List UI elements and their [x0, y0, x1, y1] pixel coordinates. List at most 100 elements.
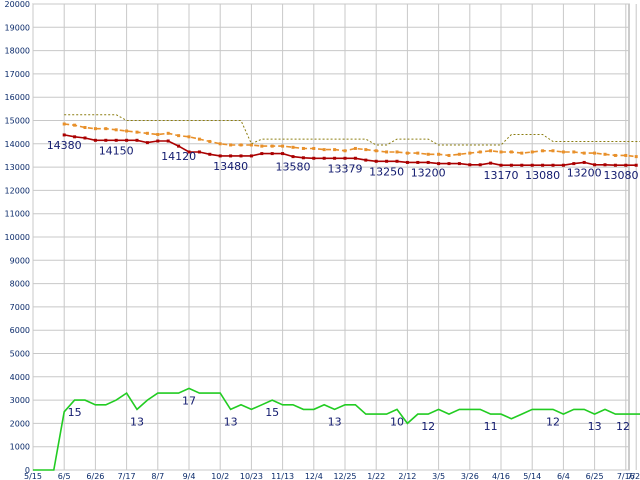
point-marker-price: [312, 156, 316, 160]
point-marker-price: [509, 163, 513, 167]
x-tick-label: 4/16: [492, 472, 510, 480]
count-data-label: 12: [421, 420, 435, 433]
count-data-label: 13: [224, 415, 238, 428]
y-tick-label: 4000: [10, 373, 30, 382]
point-marker-average: [437, 152, 441, 156]
point-marker-price: [333, 156, 337, 160]
point-marker-average: [218, 142, 222, 146]
count-data-label: 12: [616, 420, 630, 433]
point-marker-price: [270, 152, 274, 156]
point-marker-price: [229, 154, 233, 158]
point-marker-average: [530, 150, 534, 154]
point-marker-price: [530, 163, 534, 167]
price-data-label: 13480: [213, 160, 248, 173]
point-marker-price: [364, 158, 368, 162]
point-marker-average: [613, 153, 617, 157]
x-tick-label: 6/5: [58, 472, 71, 480]
point-marker-average: [551, 149, 555, 153]
point-marker-price: [218, 154, 222, 158]
price-data-label: 14380: [47, 139, 82, 152]
series-line-count: [33, 387, 640, 471]
y-tick-label: 2000: [10, 419, 30, 428]
point-marker-average: [177, 134, 181, 138]
point-marker-price: [281, 152, 285, 156]
point-marker-price: [613, 163, 617, 167]
point-marker-average: [291, 145, 295, 149]
axis-tick-layer: 0 1000 2000 3000 4000 5000 6000 7000 8000 9000 100…: [5, 0, 640, 480]
price-data-label: 13200: [411, 166, 446, 179]
point-marker-price: [125, 138, 129, 142]
point-marker-price: [93, 138, 97, 142]
x-tick-label: 2/12: [398, 472, 416, 480]
count-data-label: 17: [182, 394, 196, 407]
point-marker-price: [426, 160, 430, 164]
point-marker-price: [177, 144, 181, 148]
point-marker-price: [603, 163, 607, 167]
point-marker-price: [301, 156, 305, 160]
point-marker-average: [208, 139, 212, 143]
count-data-label: 15: [68, 406, 82, 419]
point-marker-price: [343, 156, 347, 160]
y-tick-label: 11000: [5, 210, 30, 219]
point-marker-average: [624, 153, 628, 157]
x-tick-label: 3/5: [432, 472, 445, 480]
point-marker-price: [291, 155, 295, 159]
point-marker-average: [593, 151, 597, 155]
count-data-label: 13: [588, 420, 602, 433]
point-marker-price: [73, 135, 77, 139]
point-marker-average: [249, 143, 253, 147]
x-tick-label: 7/17: [118, 472, 136, 480]
point-marker-price: [187, 150, 191, 154]
x-tick-label: 12/4: [305, 472, 323, 480]
y-tick-label: 12000: [5, 186, 30, 195]
point-marker-average: [541, 149, 545, 153]
point-marker-average: [260, 144, 264, 148]
point-marker-price: [551, 163, 555, 167]
point-marker-price: [145, 141, 149, 145]
y-tick-label: 1000: [10, 443, 30, 452]
count-data-label: 12: [546, 415, 560, 428]
price-data-label: 14150: [99, 144, 134, 157]
point-marker-price: [83, 136, 87, 140]
point-marker-average: [114, 128, 118, 132]
point-marker-average: [333, 148, 337, 152]
y-tick-label: 15000: [5, 117, 30, 126]
point-marker-price: [197, 150, 201, 154]
point-marker-price: [156, 139, 160, 143]
point-marker-average: [385, 150, 389, 154]
y-tick-label: 3000: [10, 396, 30, 405]
gridlines: [32, 3, 637, 471]
point-marker-average: [93, 127, 97, 131]
point-marker-price: [457, 162, 461, 166]
count-data-label: 10: [390, 415, 404, 428]
point-marker-average: [135, 130, 139, 134]
price-data-label: 13170: [484, 169, 519, 182]
point-marker-price: [353, 156, 357, 160]
price-data-label: 13200: [567, 166, 602, 179]
point-marker-average: [83, 125, 87, 129]
point-marker-average: [156, 132, 160, 136]
y-tick-label: 20000: [5, 0, 30, 9]
point-marker-average: [353, 146, 357, 150]
point-marker-average: [239, 143, 243, 147]
point-marker-average: [187, 135, 191, 139]
y-tick-label: 6000: [10, 326, 30, 335]
y-tick-label: 0: [25, 466, 30, 475]
point-marker-price: [405, 160, 409, 164]
point-marker-price: [385, 159, 389, 163]
x-tick-label: 10/23: [240, 472, 263, 480]
y-tick-label: 19000: [5, 23, 30, 32]
y-tick-label: 18000: [5, 47, 30, 56]
point-marker-price: [520, 163, 524, 167]
point-marker-price: [468, 163, 472, 167]
y-tick-label: 17000: [5, 70, 30, 79]
point-marker-average: [322, 148, 326, 152]
price-data-label: 14120: [161, 150, 196, 163]
y-tick-label: 5000: [10, 350, 30, 359]
point-marker-price: [114, 138, 118, 142]
point-marker-average: [582, 151, 586, 155]
point-marker-average: [478, 150, 482, 154]
point-marker-price: [104, 138, 108, 142]
x-tick-label: 7/16: [617, 472, 635, 480]
